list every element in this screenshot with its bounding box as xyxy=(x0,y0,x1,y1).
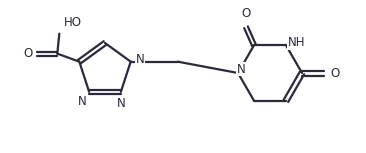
Text: N: N xyxy=(136,53,145,66)
Text: HO: HO xyxy=(64,16,82,29)
Text: N: N xyxy=(116,97,125,110)
Text: O: O xyxy=(330,67,339,80)
Text: O: O xyxy=(241,7,251,20)
Text: NH: NH xyxy=(288,36,306,49)
Text: O: O xyxy=(23,47,32,60)
Text: N: N xyxy=(237,62,245,75)
Text: N: N xyxy=(77,95,86,108)
